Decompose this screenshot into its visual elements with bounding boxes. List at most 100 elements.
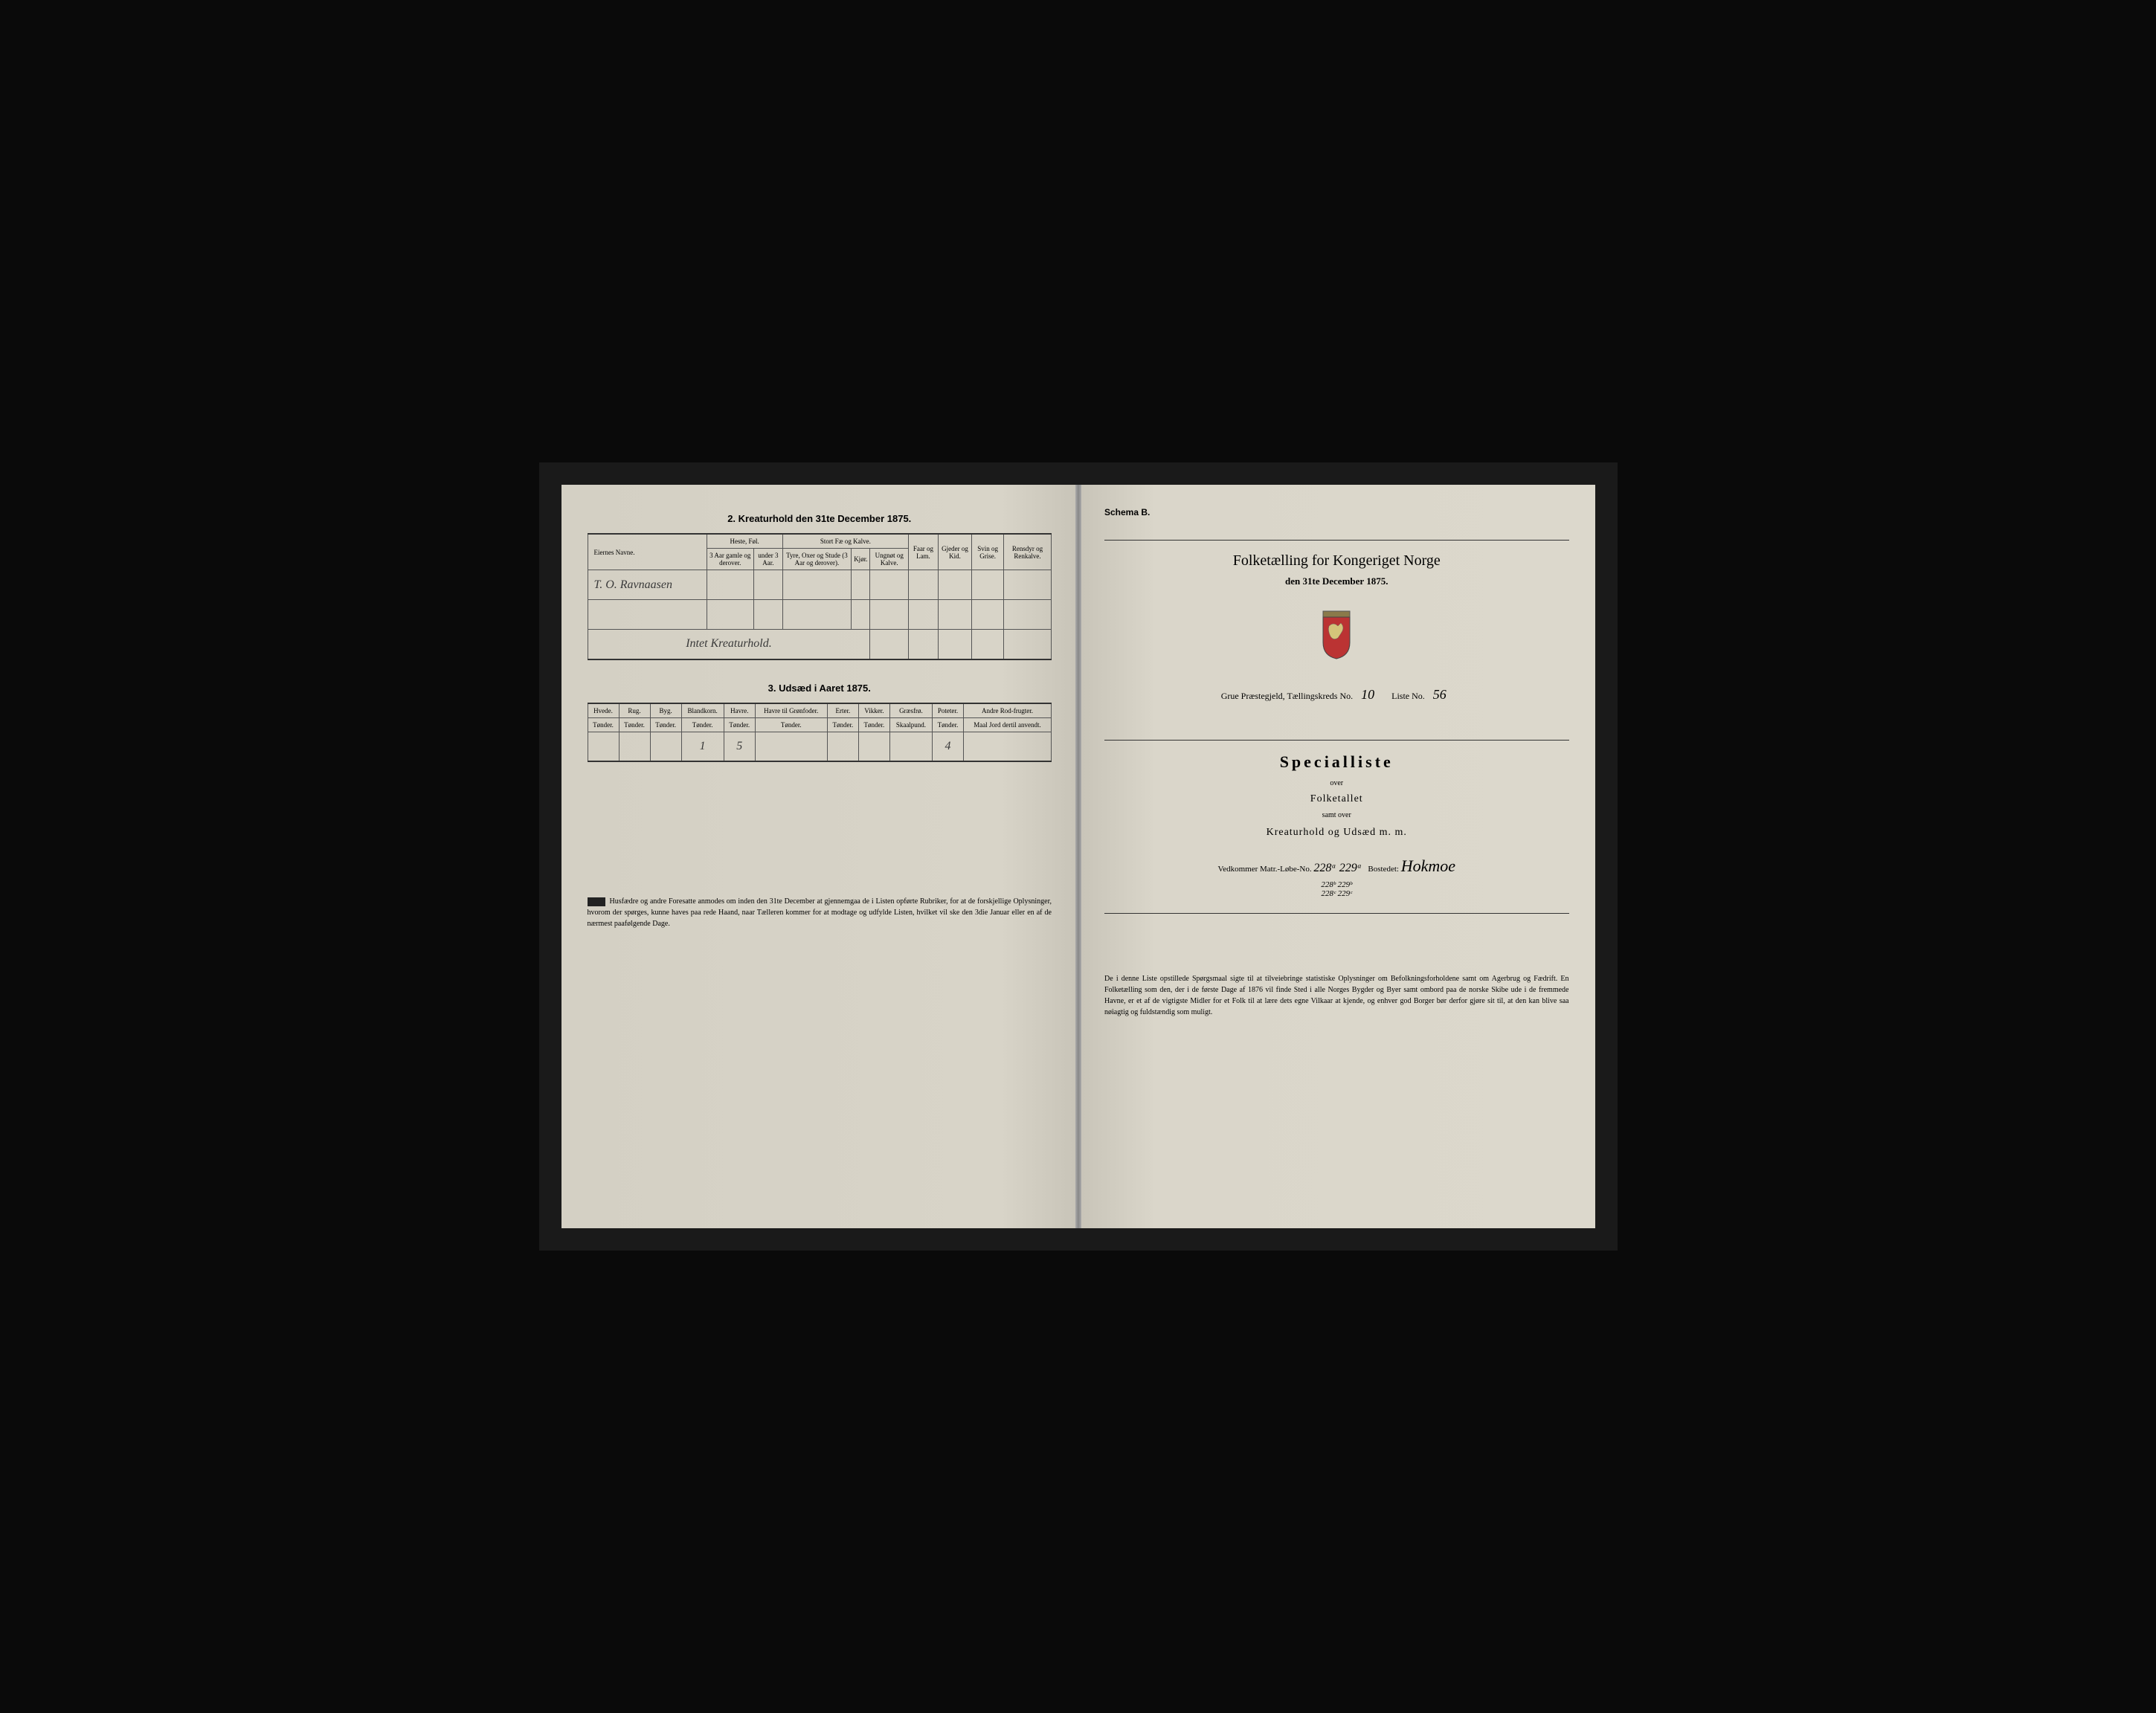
col-havre: Havre. [724,703,755,718]
unit: Tønder. [724,717,755,732]
cell [588,600,707,630]
coat-of-arms-icon [1104,605,1569,665]
scan-frame: 2. Kreaturhold den 31te December 1875. E… [539,462,1618,1251]
specialliste-heading: Specialliste [1104,752,1569,772]
liste-no: 56 [1427,687,1452,702]
right-page: Schema B. Folketælling for Kongeriget No… [1078,485,1595,1228]
cell [972,570,1004,600]
col-havre-gron: Havre til Grønfoder. [755,703,827,718]
cell [707,570,753,600]
right-footer-note: De i denne Liste opstillede Spørgsmaal s… [1104,973,1569,1018]
bosted-label: Bostedet: [1368,865,1399,874]
col-hvede: Hvede. [588,703,619,718]
col-bland: Blandkorn. [681,703,724,718]
cell [889,732,932,761]
seed-table: Hvede. Rug. Byg. Blandkorn. Havre. Havre… [588,703,1052,763]
cell [909,570,939,600]
col-owner: Eiernes Navne. [588,534,707,570]
matr-no: 228ᵃ 229ᵃ [1313,862,1362,874]
book-spine [1075,485,1081,1228]
col-storfe-a: Tyre, Oxer og Stude (3 Aar og derover). [782,549,851,570]
cell [1004,630,1052,659]
census-date: den 31te December 1875. [1104,575,1569,587]
unit: Tønder. [827,717,858,732]
kreds-no: 10 [1355,687,1380,702]
col-heste-a: 3 Aar gamle og derover. [707,549,753,570]
parish-line: Grue Præstegjeld, Tællingskreds No. 10 L… [1104,687,1569,703]
col-poteter: Poteter. [933,703,964,718]
livestock-table: Eiernes Navne. Heste, Føl. Stort Fæ og K… [588,533,1052,660]
folketal-text: Folketallet [1104,793,1569,805]
schema-label: Schema B. [1104,507,1569,517]
owner-name-1: T. O. Ravnaasen [588,570,707,600]
col-svin: Svin og Grise. [972,534,1004,570]
no-livestock-note: Intet Kreaturhold. [588,630,870,659]
cell [650,732,681,761]
cell [870,600,909,630]
cell [827,732,858,761]
matr-prefix: Vedkommer Matr.-Løbe-No. [1217,865,1311,874]
matr-sub2: 228ᶜ 229ᶜ [1104,889,1569,898]
unit: Tønder. [755,717,827,732]
col-storfe-b: Kjør. [852,549,870,570]
cell [707,600,753,630]
unit: Skaalpund. [889,717,932,732]
col-storfe-group: Stort Fæ og Kalve. [782,534,908,549]
unit: Tønder. [681,717,724,732]
col-vikker: Vikker. [858,703,889,718]
left-note-text: Husfædre og andre Foresatte anmodes om i… [588,897,1052,928]
cell [755,732,827,761]
col-heste-group: Heste, Føl. [707,534,782,549]
divider [1104,913,1569,914]
cell [1004,570,1052,600]
samt-text: samt over [1104,811,1569,819]
census-title: Folketælling for Kongeriget Norge [1104,540,1569,570]
cell [1004,600,1052,630]
pointing-hand-icon [588,897,605,906]
left-footer-note: Husfædre og andre Foresatte anmodes om i… [588,896,1052,929]
kreatur-text: Kreaturhold og Udsæd m. m. [1104,827,1569,839]
cell [858,732,889,761]
cell [852,600,870,630]
cell [753,570,782,600]
col-ren: Rensdyr og Renkalve. [1004,534,1052,570]
divider [1104,740,1569,741]
unit: Maal Jord dertil anvendt. [964,717,1052,732]
col-faar: Faar og Lam. [909,534,939,570]
bosted-name: Hokmoe [1401,856,1455,875]
cell [938,630,971,659]
cell [782,570,851,600]
cell [938,570,971,600]
cell [909,600,939,630]
unit: Tønder. [858,717,889,732]
unit: Tønder. [933,717,964,732]
col-byg: Byg. [650,703,681,718]
cell [852,570,870,600]
section2-title: 2. Kreaturhold den 31te December 1875. [588,513,1052,524]
col-andre: Andre Rod-frugter. [964,703,1052,718]
cell [870,630,909,659]
col-heste-b: under 3 Aar. [753,549,782,570]
parish-prefix: Grue Præstegjeld, Tællingskreds No. [1221,691,1353,701]
col-graes: Græsfrø. [889,703,932,718]
matr-line: Vedkommer Matr.-Løbe-No. 228ᵃ 229ᵃ Boste… [1104,856,1569,876]
col-erter: Erter. [827,703,858,718]
cell [938,600,971,630]
over-text: over [1104,779,1569,787]
cell [870,570,909,600]
document-spread: 2. Kreaturhold den 31te December 1875. E… [561,485,1595,1228]
cell [972,630,1004,659]
cell [909,630,939,659]
cell [964,732,1052,761]
left-page: 2. Kreaturhold den 31te December 1875. E… [561,485,1079,1228]
matr-sub1: 228ᵇ 229ᵇ [1104,880,1569,889]
col-gjeder: Gjeder og Kid. [938,534,971,570]
val-bland: 1 [681,732,724,761]
col-storfe-c: Ungnøt og Kalve. [870,549,909,570]
cell [588,732,619,761]
cell [972,600,1004,630]
unit: Tønder. [619,717,650,732]
cell [782,600,851,630]
liste-label: Liste No. [1391,691,1425,701]
unit: Tønder. [650,717,681,732]
